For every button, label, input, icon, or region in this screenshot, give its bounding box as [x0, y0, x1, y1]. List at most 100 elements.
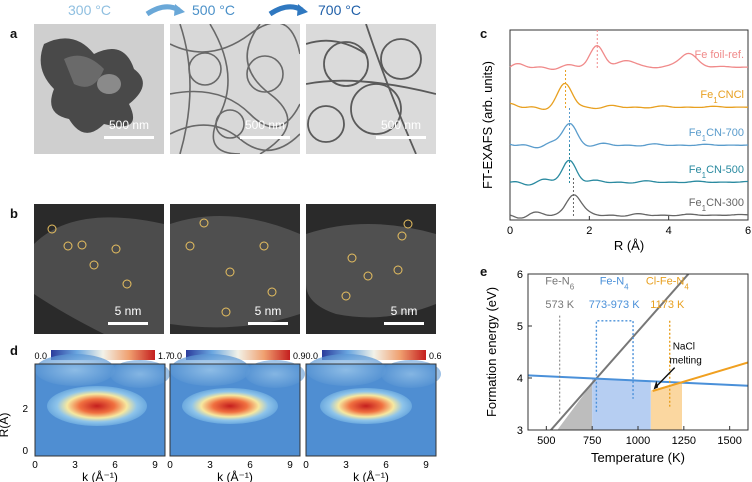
scale-bar [104, 136, 154, 139]
series-line-2 [509, 122, 749, 149]
scale-label: 500 nm [244, 118, 286, 132]
series-label-4: Fe1CN-300 [689, 197, 744, 213]
cbar-max: 0.6 [429, 351, 442, 361]
d-xtick: 0 [167, 460, 173, 471]
panel-label-e: e [480, 264, 488, 279]
series-line-3 [509, 159, 748, 186]
d-xlabel: k (Å⁻¹) [82, 469, 118, 482]
d-xlabel: k (Å⁻¹) [353, 469, 389, 482]
series-label-3: Fe1CN-500 [689, 164, 744, 180]
scale-bar [108, 322, 148, 325]
d-xtick: 6 [247, 460, 253, 471]
scale-bar [384, 322, 424, 325]
y-tick-label: 5 [517, 321, 523, 333]
d-xtick: 0 [303, 460, 309, 471]
d-ytick: 2 [22, 404, 28, 415]
series-label-1: Fe1CNCl [700, 89, 744, 105]
d-xtick: 9 [287, 460, 293, 471]
d-xtick: 9 [423, 460, 429, 471]
cbar-min: 0.0 [305, 351, 318, 361]
d-xtick: 6 [383, 460, 389, 471]
x-tick-label: 4 [666, 225, 672, 237]
scale-label: 5 nm [254, 304, 282, 318]
x-axis-label: Temperature (K) [591, 450, 685, 465]
tem-image-700 [306, 24, 436, 154]
d-xlabel: k (Å⁻¹) [217, 469, 253, 482]
panel-label-d: d [10, 343, 18, 358]
tem-image-500 [170, 24, 300, 154]
series-line-1 [509, 82, 748, 110]
d-xtick: 0 [32, 460, 38, 471]
d-ytick: 0 [22, 446, 28, 457]
arrow-icon [268, 4, 308, 17]
plot-frame [509, 29, 749, 221]
x-tick-label: 0 [507, 225, 513, 237]
x-tick-label: 1000 [626, 435, 650, 447]
arrow-icon [145, 4, 185, 17]
region-fe-n4 [592, 378, 651, 430]
x-tick-label: 2 [586, 225, 592, 237]
x-tick-label: 1500 [717, 435, 741, 447]
scale-label: 5 nm [390, 304, 418, 318]
energy-line-1 [528, 374, 748, 387]
y-axis-label: FT-EXAFS (arb. units) [480, 61, 495, 189]
annotation-temp-2: 1173 K [650, 299, 685, 311]
d-xtick: 9 [152, 460, 158, 471]
energy-line-0 [549, 274, 690, 430]
series-line-0 [509, 44, 748, 70]
region-fe-n6 [557, 383, 593, 430]
annotation-phase-0: Fe-N6 [545, 275, 574, 291]
y-tick-label: 3 [517, 425, 523, 437]
marker-773-973 [595, 320, 634, 412]
cbar-max: 0.9 [293, 351, 306, 361]
d-xtick: 6 [112, 460, 118, 471]
y-axis-label: Formation energy (eV) [484, 287, 499, 417]
nacl-arrow-head [653, 380, 659, 390]
x-axis-label: R (Å) [614, 238, 644, 253]
tem-image-300 [34, 24, 164, 154]
panel-label-b: b [10, 206, 18, 221]
energy-line-2 [652, 361, 748, 392]
cbar-min: 0.0 [34, 351, 47, 361]
annotation-temp-0: 573 K [545, 299, 574, 311]
haadf-image-700 [306, 204, 436, 334]
scale-bar [248, 322, 288, 325]
panel-label-a: a [10, 26, 18, 41]
cbar-min: 0.0 [169, 351, 182, 361]
series-line-4 [509, 194, 749, 219]
temp-500: 500 °C [192, 2, 235, 18]
scale-bar [240, 136, 290, 139]
x-tick-label: 750 [583, 435, 601, 447]
d-xtick: 3 [207, 460, 213, 471]
cbar-max: 1.7 [158, 351, 171, 361]
x-tick-label: 6 [745, 225, 751, 237]
temp-300: 300 °C [68, 2, 111, 18]
d-xtick: 3 [343, 460, 349, 471]
scale-bar [376, 136, 426, 139]
region-cl-fe-n4 [650, 381, 682, 430]
x-tick-label: 1250 [672, 435, 696, 447]
y-tick-label: 6 [517, 269, 523, 281]
nacl-label: NaCl [673, 341, 695, 352]
x-tick-label: 500 [537, 435, 555, 447]
annotation-phase-1: Fe-N4 [600, 275, 629, 291]
scale-label: 5 nm [114, 304, 142, 318]
y-tick-label: 4 [517, 373, 523, 385]
temp-700: 700 °C [318, 2, 361, 18]
scale-label: 500 nm [108, 118, 150, 132]
nacl-label: melting [670, 355, 702, 366]
series-label-0: Fe foil-ref. [694, 49, 744, 61]
d-xtick: 3 [72, 460, 78, 471]
d-ylabel: R(Å) [0, 413, 11, 438]
annotation-temp-1: 773-973 K [589, 299, 640, 311]
scale-label: 500 nm [380, 118, 422, 132]
annotation-phase-2: Cl-Fe-N4 [646, 275, 690, 291]
formation-energy-chart: Fe-N6 573 K Fe-N4 773-973 K Cl-Fe-N4 1173 K Na… [484, 269, 749, 465]
haadf-image-300 [34, 204, 164, 334]
nacl-arrow [654, 367, 676, 388]
panel-label-c: c [480, 26, 488, 41]
series-label-2: Fe1CN-700 [689, 127, 744, 143]
haadf-image-500 [170, 204, 300, 334]
exafs-chart: 0 2 4 6 R (Å) FT-EXAFS (arb. units) Fe foil-re… [480, 29, 751, 253]
wavelet-plots: 0.0 1.7 0.0 0.9 0.0 0.6 R(Å) 0 2 0 3 6 9… [0, 350, 442, 482]
